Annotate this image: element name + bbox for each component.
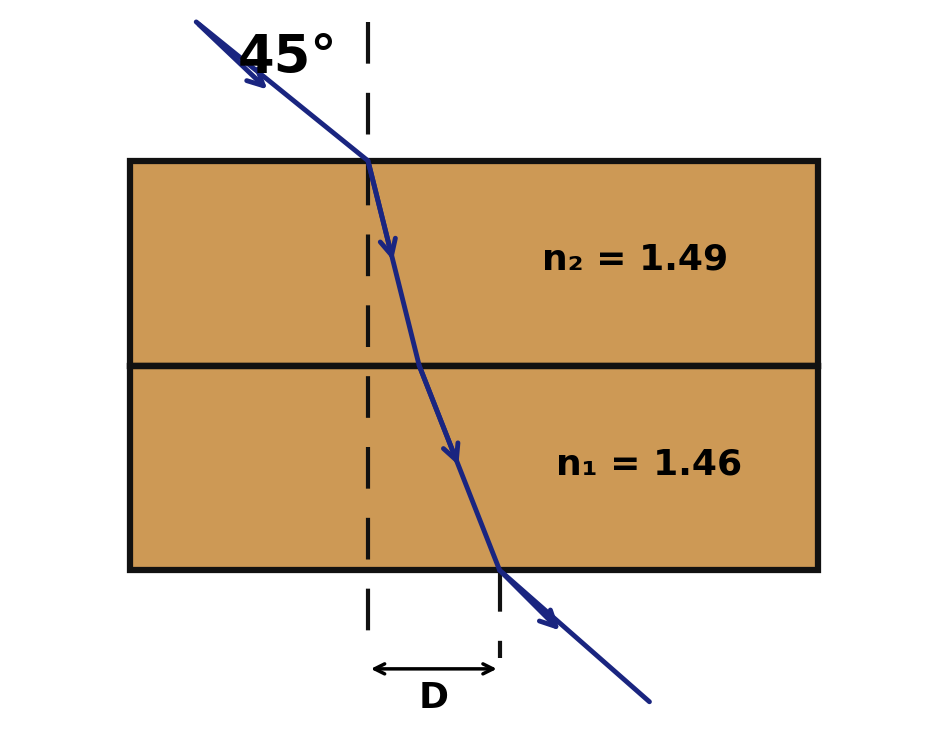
Bar bbox=[131, 366, 817, 570]
Text: n₁ = 1.46: n₁ = 1.46 bbox=[556, 447, 742, 481]
Text: D: D bbox=[419, 681, 448, 715]
Text: n₂ = 1.49: n₂ = 1.49 bbox=[541, 243, 728, 276]
Bar bbox=[131, 161, 817, 366]
Text: 45°: 45° bbox=[238, 32, 337, 85]
